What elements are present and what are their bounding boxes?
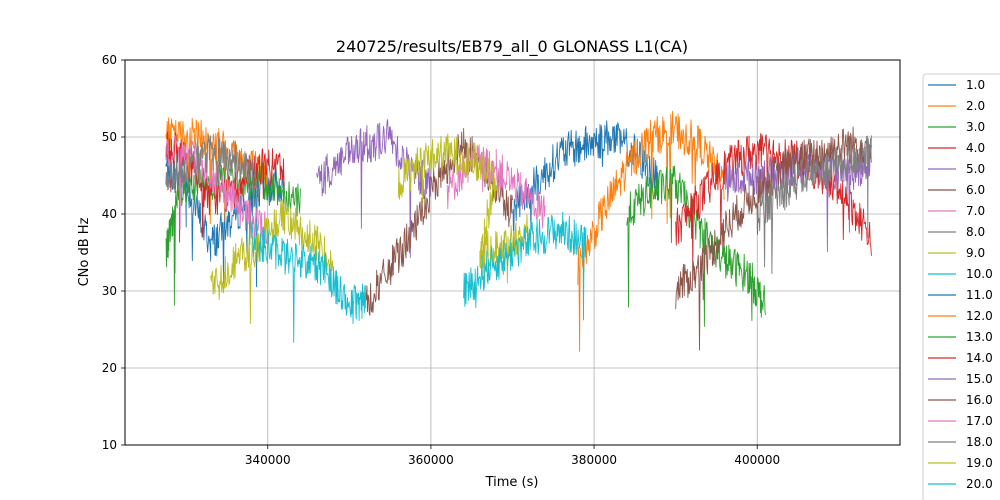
series-line-9-0 [210,196,334,325]
series-line-18-0 [756,135,872,275]
y-tick-label: 10 [102,438,117,452]
legend-label: 9.0 [966,246,985,260]
legend-label: 18.0 [966,435,993,449]
series-line-12-0 [577,110,725,352]
legend-label: 3.0 [966,120,985,134]
legend-label: 10.0 [966,267,993,281]
x-tick-label: 400000 [734,453,780,467]
legend-label: 8.0 [966,225,985,239]
legend-label: 1.0 [966,78,985,92]
legend-label: 4.0 [966,141,985,155]
legend-label: 6.0 [966,183,985,197]
series-line-17-0 [446,142,546,229]
legend-label: 2.0 [966,99,985,113]
legend-label: 13.0 [966,330,993,344]
y-tick-label: 50 [102,130,117,144]
x-tick-label: 360000 [408,453,454,467]
legend-label: 12.0 [966,309,993,323]
series-line-7-0 [165,135,269,245]
series-line-13-0 [626,165,766,327]
legend-label: 20.0 [966,477,993,491]
legend-label: 11.0 [966,288,993,302]
x-tick-label: 380000 [571,453,617,467]
x-axis-ticks: 340000 360000 380000 400000 [245,445,780,467]
legend-label: 21.0 [966,498,993,500]
plot-area [124,59,901,446]
series-line-2-0 [165,117,269,225]
y-axis-ticks: 10 20 30 40 50 60 [102,53,125,452]
legend: 1.0 2.0 3.0 4.0 5.0 6.0 7.0 8.0 9.0 10.0 11.0 12.0 1… [922,73,1000,500]
series-lines [165,110,872,352]
series-line-20-0 [463,211,587,321]
y-axis-label: CNo dB Hz [77,217,92,286]
y-tick-label: 40 [102,207,117,221]
y-tick-label: 30 [102,284,117,298]
legend-label: 19.0 [966,456,993,470]
y-tick-label: 20 [102,361,117,375]
legend-label: 7.0 [966,204,985,218]
series-line-16-0 [675,126,872,351]
y-tick-label: 60 [102,53,117,67]
legend-label: 14.0 [966,351,993,365]
series-line-19-0 [397,133,530,291]
legend-frame [922,73,1000,500]
x-tick-label: 340000 [245,453,291,467]
legend-label: 16.0 [966,393,993,407]
series-line-5-0 [316,119,432,259]
x-axis-label: Time (s) [485,475,539,490]
plot-frame [124,59,901,446]
legend-label: 5.0 [966,162,985,176]
series-line-8-0 [165,135,261,202]
legend-label: 17.0 [966,414,993,428]
chart-title: 240725/results/EB79_all_0 GLONASS L1(CA) [336,37,688,57]
legend-label: 15.0 [966,372,993,386]
series-line-14-0 [675,133,872,271]
series-line-10-0 [250,220,367,343]
